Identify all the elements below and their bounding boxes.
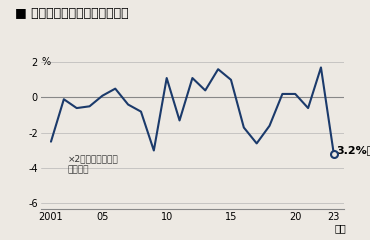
Text: 年度: 年度 [334, 223, 346, 233]
Text: %: % [42, 57, 51, 67]
Text: ■ 消費支出の実質増減率の推移: ■ 消費支出の実質増減率の推移 [15, 7, 128, 20]
Text: 3.2%減: 3.2%減 [336, 145, 370, 156]
Text: ×2人以上の世帯、
前年度比: ×2人以上の世帯、 前年度比 [68, 154, 118, 175]
